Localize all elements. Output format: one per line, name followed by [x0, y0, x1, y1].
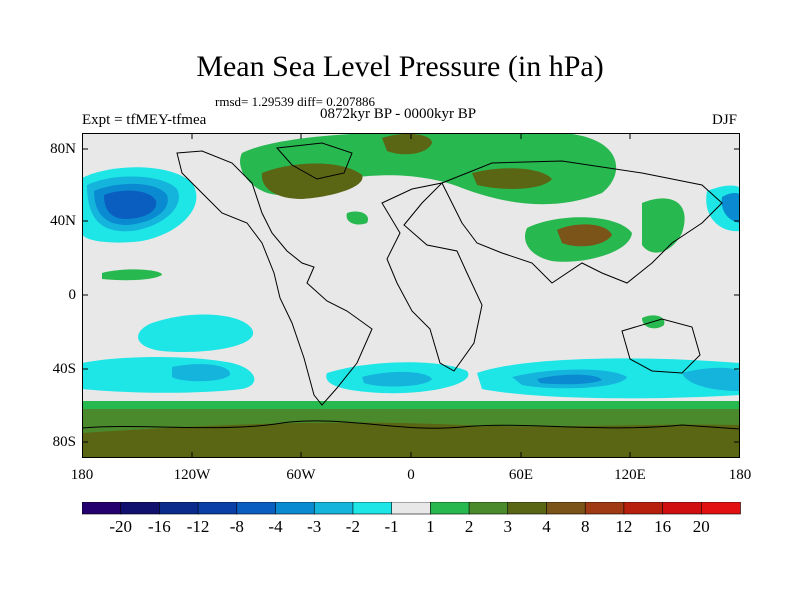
- east-pacific-low-core: [682, 367, 740, 391]
- tibet-high-core: [557, 224, 612, 247]
- indian-ocean-low-center: [537, 374, 602, 385]
- lon-label-120e: 120E: [614, 467, 646, 483]
- colorbar-label-7: -1: [384, 517, 399, 536]
- colorbar-label-2: -12: [186, 517, 210, 536]
- siberia-high: [472, 168, 552, 189]
- map-frame: [82, 133, 740, 458]
- mid-atlantic-high: [346, 211, 368, 225]
- colorbar-label-10: 3: [503, 517, 513, 536]
- colorbar-swatch-15: [662, 502, 703, 515]
- greenland-coastline: [275, 142, 353, 180]
- colorbar-swatch-16: [700, 502, 741, 515]
- lat-label-0: 0: [68, 287, 77, 303]
- colorbar-swatch-7: [352, 502, 393, 515]
- north-pacific-low-core: [104, 190, 157, 219]
- lon-label-180e: 180: [728, 467, 752, 483]
- antarctica-coastline: [82, 420, 740, 430]
- lon-label-60e: 60E: [508, 467, 534, 483]
- lat-label-40s: 40S: [52, 361, 76, 377]
- americas-coastline: [176, 150, 373, 406]
- colorbar-label-0: -20: [109, 517, 133, 536]
- colorbar-swatch-0: [82, 502, 122, 515]
- colorbar-label-13: 12: [615, 517, 633, 536]
- map-title: Mean Sea Level Pressure (in hPa): [196, 50, 604, 83]
- colorbar-label-8: 1: [426, 517, 435, 536]
- tropical-pacific-high: [102, 269, 162, 281]
- europe-africa-coastline: [381, 182, 483, 372]
- colorbar-swatch-10: [468, 502, 509, 515]
- australia-coastline: [621, 318, 701, 374]
- colorbar-label-12: 8: [580, 517, 590, 536]
- experiment-label: Expt = tfMEY-tfmea: [82, 112, 207, 128]
- greenland-high: [382, 133, 432, 155]
- colorbar-label-1: -16: [148, 517, 171, 536]
- colorbar-label-6: -2: [345, 517, 360, 536]
- colorbar-label-5: -3: [307, 517, 322, 536]
- colorbar-swatch-5: [275, 502, 316, 515]
- colorbar-swatch-11: [507, 502, 548, 515]
- north-atlantic-high: [261, 163, 363, 199]
- south-pacific-low-north: [138, 314, 254, 353]
- lon-label-60w: 60W: [286, 467, 316, 483]
- colorbar-swatch-9: [430, 502, 470, 515]
- colorbar-swatch-14: [623, 502, 664, 515]
- lat-label-80s: 80S: [52, 434, 76, 450]
- lat-label-40n: 40N: [50, 213, 76, 229]
- south-atlantic-low-core: [362, 371, 432, 387]
- east-asia-high: [642, 198, 685, 253]
- rmsd-diff-stats: rmsd= 1.29539 diff= 0.207886: [215, 94, 375, 109]
- lon-label-0: 0: [407, 467, 415, 483]
- lon-label-120w: 120W: [173, 467, 211, 483]
- time-period-label: 0872kyr BP - 0000kyr BP: [320, 106, 477, 122]
- northwest-pacific-low-core: [721, 193, 740, 223]
- colorbar-swatch-1: [120, 502, 161, 515]
- colorbar-swatch-4: [236, 502, 277, 515]
- colorbar-swatch-12: [546, 502, 586, 515]
- colorbar-label-4: -4: [268, 517, 283, 536]
- colorbar-swatch-13: [584, 502, 625, 515]
- coastlines: [82, 142, 740, 430]
- pressure-anomaly-map: [82, 133, 740, 458]
- south-pacific-low-core: [172, 364, 231, 382]
- asia-coastline: [441, 160, 723, 284]
- colorbar-label-14: 16: [654, 517, 672, 536]
- colorbar-label-15: 20: [692, 517, 710, 536]
- antarctic-olive-zone: [82, 422, 740, 458]
- colorbar-swatch-8: [391, 502, 432, 515]
- colorbar-swatch-2: [159, 502, 199, 515]
- colorbar-swatch-6: [313, 502, 354, 515]
- colorbar-label-11: 4: [542, 517, 551, 536]
- colorbar-label-3: -8: [229, 517, 244, 536]
- lon-label-180w: 180: [70, 467, 94, 483]
- colorbar-label-9: 2: [464, 517, 474, 536]
- colorbar-swatch-3: [197, 502, 238, 515]
- colorbar: [82, 502, 741, 515]
- lat-label-80n: 80N: [50, 141, 76, 157]
- season-label: DJF: [712, 112, 738, 128]
